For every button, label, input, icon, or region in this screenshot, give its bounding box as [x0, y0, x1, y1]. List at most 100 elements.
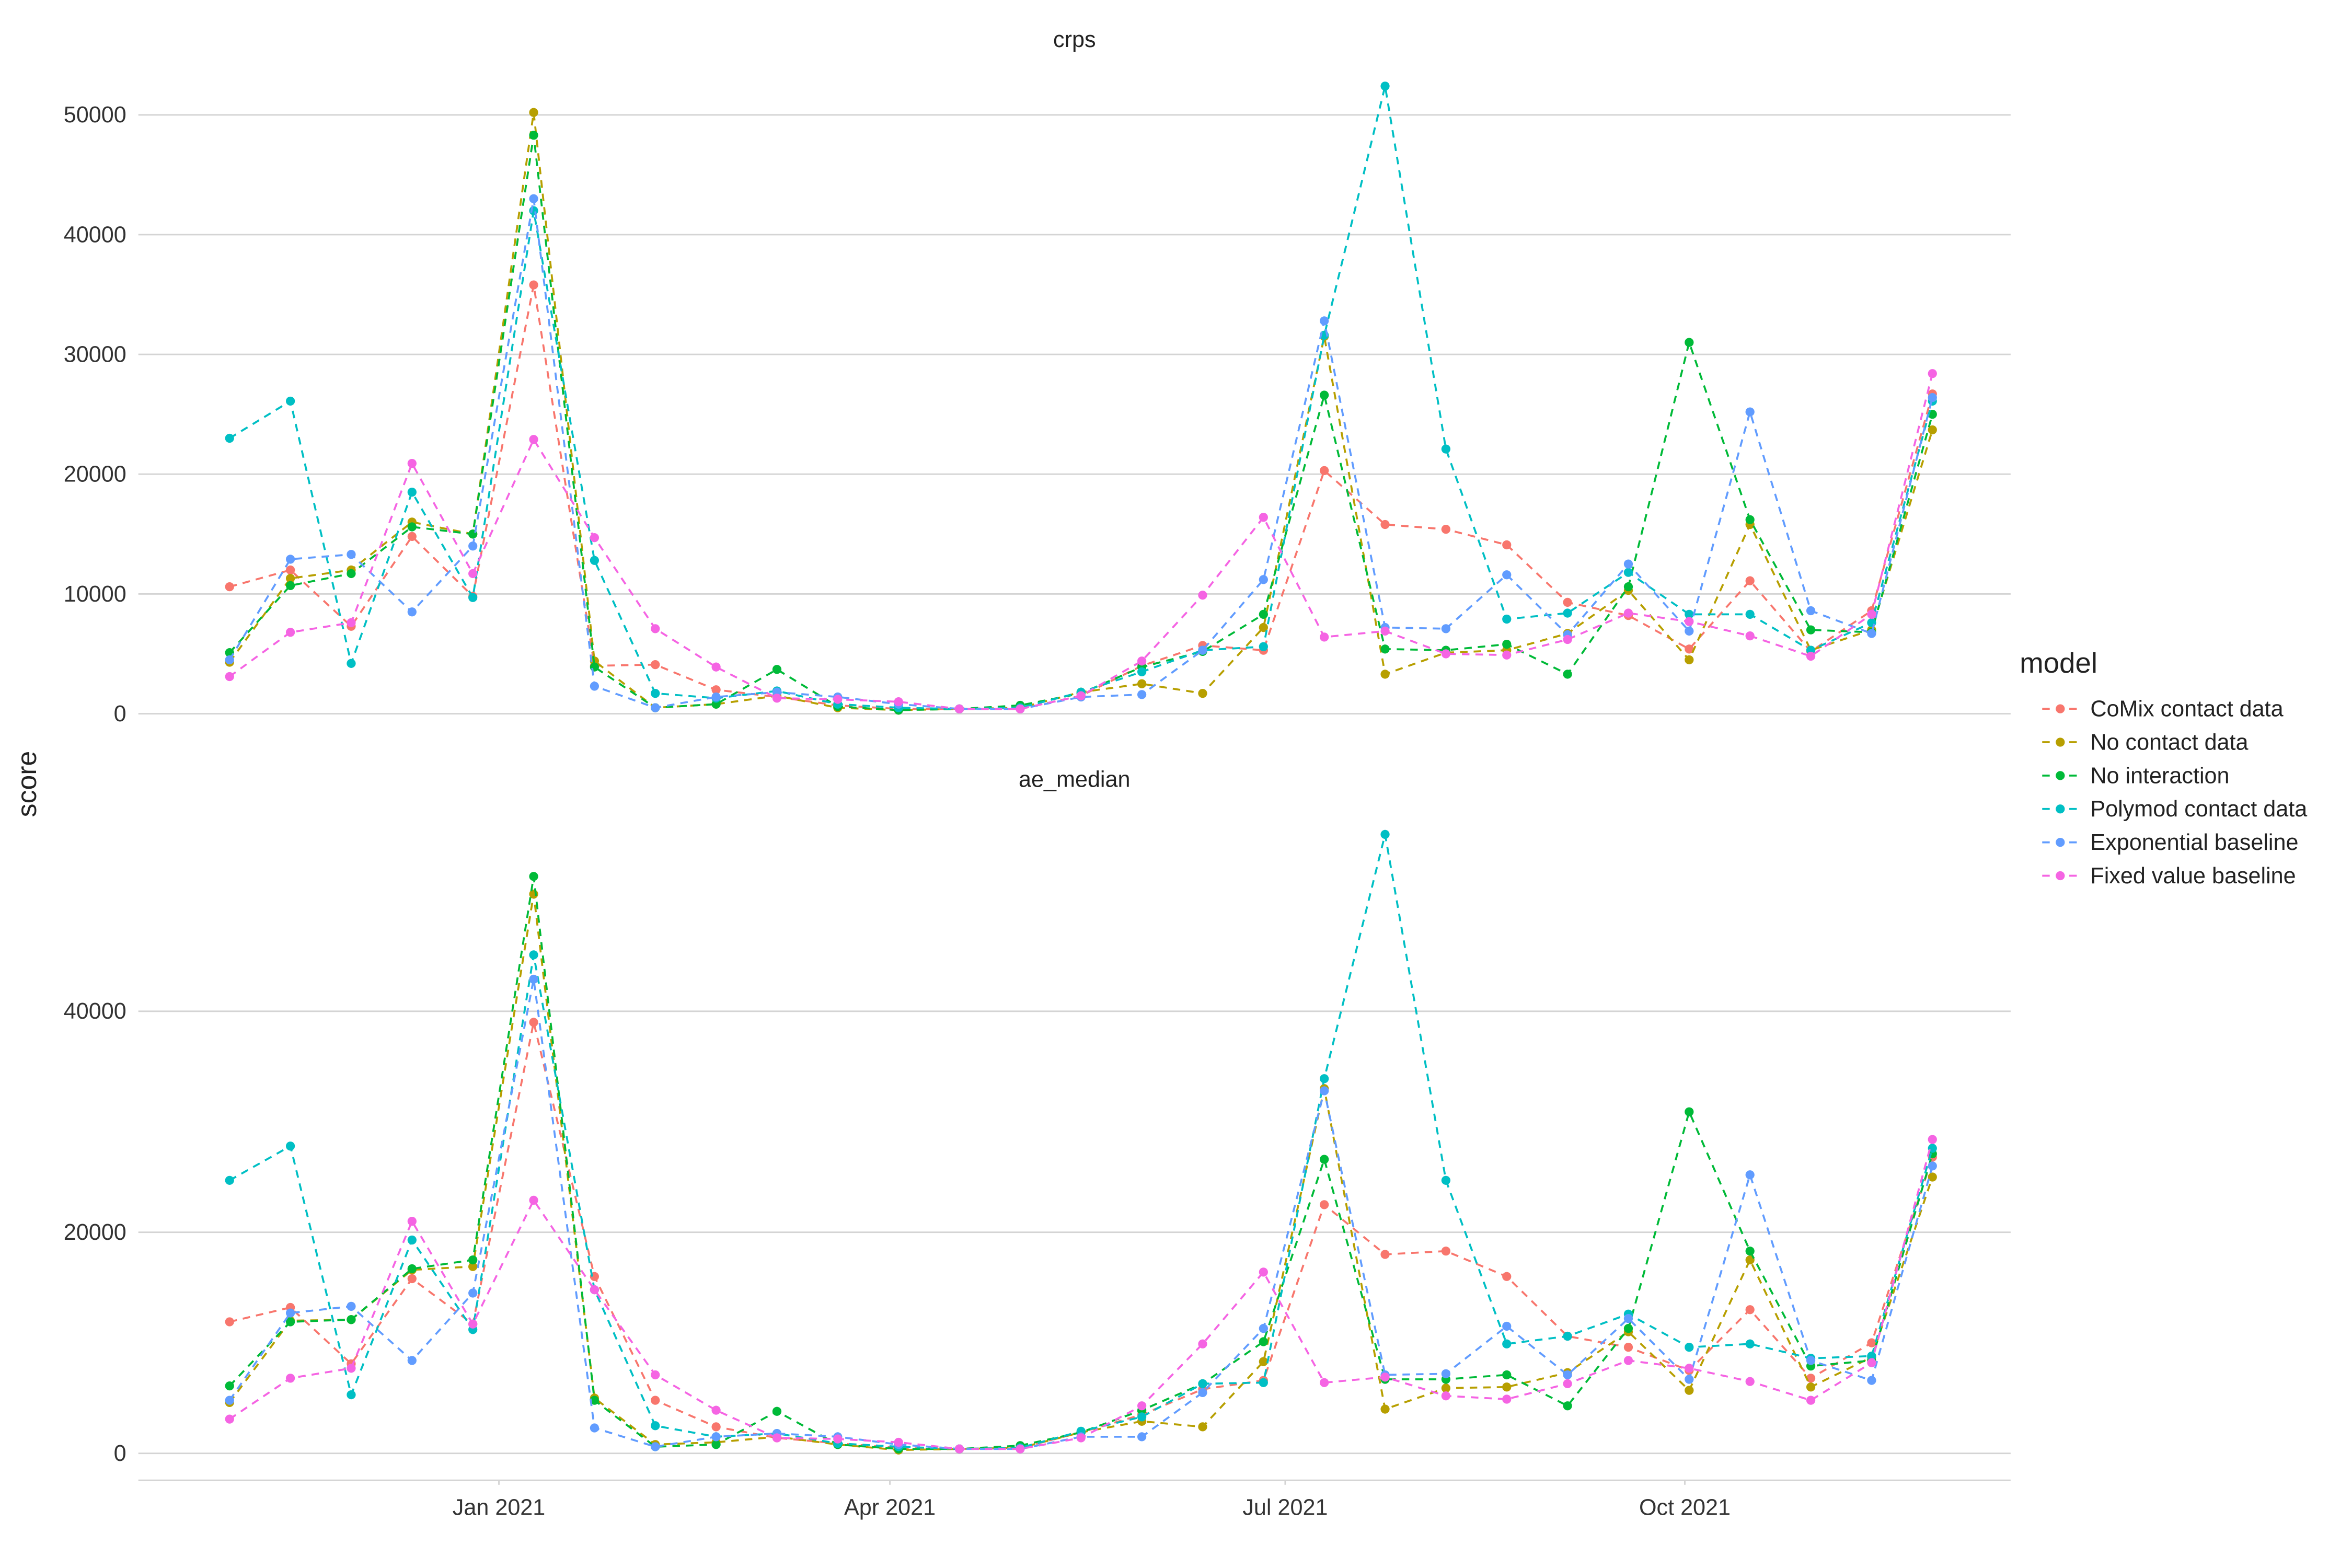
data-point: [772, 1433, 782, 1443]
data-point: [1259, 1378, 1268, 1387]
data-point: [1563, 608, 1572, 618]
data-point: [1623, 559, 1633, 569]
data-point: [1745, 1170, 1755, 1180]
data-point: [1441, 1247, 1451, 1256]
data-point: [407, 1235, 417, 1245]
data-point: [1502, 1394, 1512, 1404]
data-point: [1623, 1356, 1633, 1365]
data-point: [1137, 1401, 1147, 1411]
data-point: [285, 555, 295, 564]
data-point: [1563, 1331, 1572, 1341]
data-point: [711, 662, 721, 672]
data-point: [529, 280, 538, 290]
data-point: [1320, 1378, 1329, 1387]
data-point: [1867, 1351, 1876, 1361]
data-point: [225, 1317, 234, 1327]
data-point: [285, 1374, 295, 1383]
data-point: [1745, 576, 1755, 585]
data-point: [1867, 629, 1876, 638]
data-point: [651, 688, 660, 698]
legend-label: Fixed value baseline: [2090, 863, 2296, 889]
data-point: [1623, 582, 1633, 592]
data-point: [347, 1301, 356, 1311]
data-point: [468, 569, 478, 579]
data-point: [711, 1432, 721, 1442]
data-point: [651, 1421, 660, 1431]
data-point: [225, 582, 234, 592]
data-point: [529, 950, 538, 960]
data-point: [1320, 466, 1329, 475]
data-point: [1867, 618, 1876, 628]
data-point: [1076, 1433, 1086, 1443]
data-point: [1380, 82, 1390, 91]
series-line: [228, 198, 1934, 710]
legend-label: Polymod contact data: [2090, 797, 2307, 822]
data-point: [285, 581, 295, 590]
data-point: [1502, 1382, 1512, 1392]
data-point: [407, 532, 417, 541]
series-line: [229, 1022, 1934, 1450]
data-point: [1623, 568, 1633, 577]
data-point: [1928, 393, 1937, 402]
data-point: [1745, 1255, 1755, 1265]
data-point: [1563, 635, 1572, 644]
data-point: [1502, 614, 1512, 624]
data-point: [1320, 1155, 1329, 1164]
data-point: [1623, 1343, 1633, 1352]
data-point: [1745, 1377, 1755, 1386]
data-point: [1685, 655, 1694, 665]
data-point: [225, 1175, 234, 1185]
data-point: [1259, 609, 1268, 619]
data-point: [1441, 1383, 1451, 1393]
data-point: [529, 108, 538, 117]
data-point: [285, 1142, 295, 1151]
data-point: [1380, 1404, 1390, 1414]
data-point: [1198, 688, 1207, 698]
x-tick-label: Jan 2021: [453, 1495, 546, 1520]
data-point: [833, 1434, 843, 1444]
data-point: [1685, 338, 1694, 347]
x-tick-label: Jul 2021: [1242, 1495, 1328, 1520]
data-point: [225, 655, 234, 665]
data-point: [1685, 1343, 1694, 1352]
data-point: [1745, 515, 1755, 524]
data-point: [1502, 1339, 1512, 1348]
series-line: [229, 373, 1934, 710]
series-line: [228, 135, 1934, 711]
data-point: [1441, 1175, 1451, 1185]
data-point: [1685, 1375, 1694, 1384]
data-point: [529, 1018, 538, 1027]
data-point: [1563, 1379, 1572, 1389]
data-point: [468, 1262, 478, 1271]
data-point: [772, 1406, 782, 1416]
data-point: [833, 695, 843, 704]
data-point: [1745, 1247, 1755, 1256]
data-point: [225, 433, 234, 443]
data-point: [468, 541, 478, 551]
data-point: [772, 665, 782, 674]
data-point: [285, 1317, 295, 1327]
series-line: [228, 876, 1934, 1450]
data-point: [711, 1405, 721, 1415]
data-point: [529, 872, 538, 881]
legend-label: CoMix contact data: [2090, 697, 2283, 722]
data-point: [1320, 390, 1329, 400]
x-tick-label: Oct 2021: [1639, 1495, 1731, 1520]
data-point: [1380, 1373, 1390, 1382]
data-point: [1320, 1074, 1329, 1083]
data-point: [1259, 575, 1268, 584]
data-point: [1745, 407, 1755, 417]
legend-title: model: [2020, 647, 2097, 679]
data-point: [285, 396, 295, 406]
data-point: [894, 697, 903, 707]
y-tick-label: 20000: [64, 462, 126, 487]
data-point: [590, 1396, 599, 1405]
data-point: [407, 522, 417, 532]
data-point: [1320, 1086, 1329, 1096]
y-tick-label: 40000: [64, 999, 126, 1024]
data-point: [468, 1255, 478, 1265]
data-point: [1563, 670, 1572, 679]
data-point: [954, 704, 964, 714]
data-point: [1137, 656, 1147, 666]
data-point: [1076, 691, 1086, 700]
